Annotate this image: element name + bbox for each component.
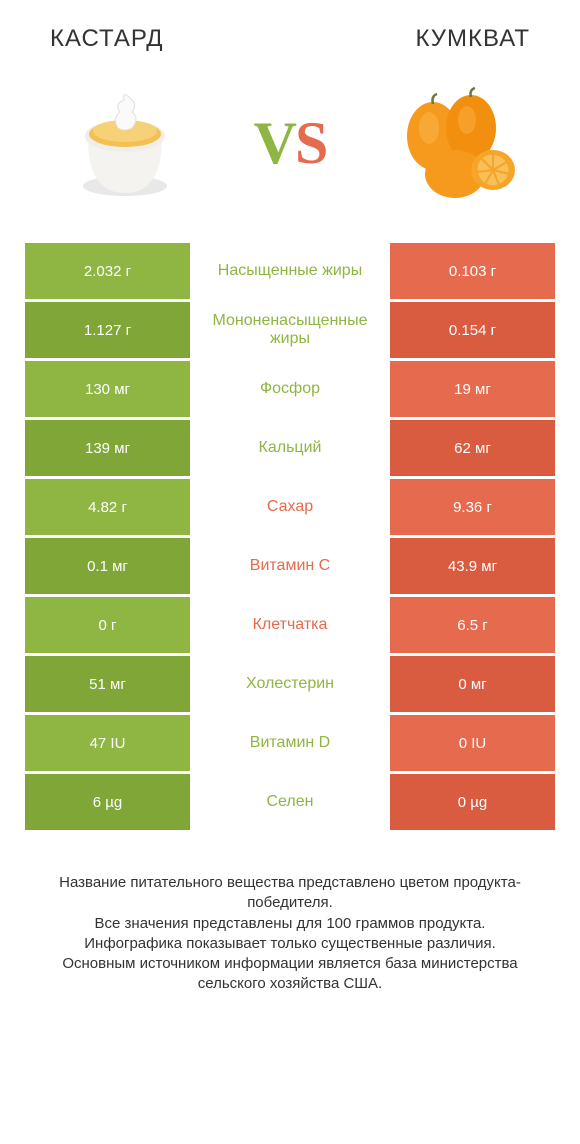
nutrient-label: Насыщенные жиры bbox=[190, 243, 390, 299]
nutrient-label: Сахар bbox=[190, 479, 390, 535]
table-row: 139 мгКальций62 мг bbox=[25, 420, 555, 476]
value-right: 43.9 мг bbox=[390, 538, 555, 594]
nutrient-label: Витамин D bbox=[190, 715, 390, 771]
value-right: 62 мг bbox=[390, 420, 555, 476]
title-left: КАСТАРД bbox=[50, 25, 164, 53]
value-left: 0 г bbox=[25, 597, 190, 653]
table-row: 1.127 гМононенасыщенные жиры0.154 г bbox=[25, 302, 555, 358]
value-right: 0.103 г bbox=[390, 243, 555, 299]
value-right: 0 µg bbox=[390, 774, 555, 830]
value-right: 0.154 г bbox=[390, 302, 555, 358]
kumquat-image bbox=[385, 73, 525, 213]
vs-label: VS bbox=[254, 109, 327, 178]
comparison-table: 2.032 гНасыщенные жиры0.103 г1.127 гМоно… bbox=[0, 243, 580, 830]
table-row: 130 мгФосфор19 мг bbox=[25, 361, 555, 417]
table-row: 2.032 гНасыщенные жиры0.103 г bbox=[25, 243, 555, 299]
value-left: 47 IU bbox=[25, 715, 190, 771]
table-row: 6 µgСелен0 µg bbox=[25, 774, 555, 830]
table-row: 4.82 гСахар9.36 г bbox=[25, 479, 555, 535]
value-left: 1.127 г bbox=[25, 302, 190, 358]
value-right: 6.5 г bbox=[390, 597, 555, 653]
title-right: КУМКВАТ bbox=[416, 25, 530, 53]
value-left: 130 мг bbox=[25, 361, 190, 417]
table-row: 47 IUВитамин D0 IU bbox=[25, 715, 555, 771]
nutrient-label: Клетчатка bbox=[190, 597, 390, 653]
value-right: 9.36 г bbox=[390, 479, 555, 535]
value-left: 6 µg bbox=[25, 774, 190, 830]
vs-s: S bbox=[295, 110, 326, 176]
value-right: 19 мг bbox=[390, 361, 555, 417]
value-left: 2.032 г bbox=[25, 243, 190, 299]
custard-image bbox=[55, 73, 195, 213]
header: КАСТАРД КУМКВАТ bbox=[0, 0, 580, 63]
value-right: 0 мг bbox=[390, 656, 555, 712]
vs-v: V bbox=[254, 110, 295, 176]
table-row: 51 мгХолестерин0 мг bbox=[25, 656, 555, 712]
table-row: 0 гКлетчатка6.5 г bbox=[25, 597, 555, 653]
nutrient-label: Селен bbox=[190, 774, 390, 830]
nutrient-label: Фосфор bbox=[190, 361, 390, 417]
footer-text: Название питательного вещества представл… bbox=[0, 833, 580, 1015]
value-left: 51 мг bbox=[25, 656, 190, 712]
value-left: 4.82 г bbox=[25, 479, 190, 535]
vs-row: VS bbox=[0, 63, 580, 243]
value-left: 0.1 мг bbox=[25, 538, 190, 594]
value-right: 0 IU bbox=[390, 715, 555, 771]
nutrient-label: Витамин C bbox=[190, 538, 390, 594]
nutrient-label: Кальций bbox=[190, 420, 390, 476]
table-row: 0.1 мгВитамин C43.9 мг bbox=[25, 538, 555, 594]
nutrient-label: Холестерин bbox=[190, 656, 390, 712]
value-left: 139 мг bbox=[25, 420, 190, 476]
nutrient-label: Мононенасыщенные жиры bbox=[190, 302, 390, 358]
